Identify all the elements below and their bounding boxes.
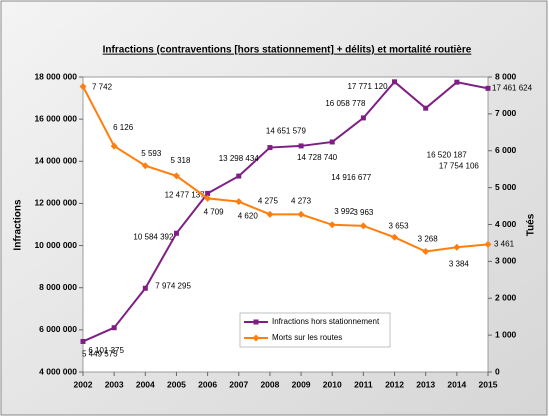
y2-tick-label: 7 000 (495, 108, 517, 118)
y2-tick-label: 2 000 (495, 293, 517, 303)
x-tick-label: 2003 (105, 379, 124, 389)
x-tick-label: 2004 (136, 379, 155, 389)
series-line (82, 86, 489, 253)
y2-tick-label: 8 000 (495, 71, 517, 81)
y-tick-label: 16 000 000 (34, 113, 77, 123)
y-tick-label: 4 000 000 (39, 366, 77, 376)
x-tick-label: 2010 (323, 379, 342, 389)
data-label: 3 653 (389, 221, 410, 230)
marker (204, 194, 212, 202)
x-tick-label: 2015 (479, 379, 498, 389)
y-tick-label: 14 000 000 (34, 156, 77, 166)
data-label: 4 620 (238, 212, 259, 221)
data-label: 7 974 295 (155, 281, 191, 290)
y-axis-label: Infractions (13, 199, 24, 251)
y-tick-label: 12 000 000 (34, 198, 77, 208)
marker (253, 319, 259, 325)
marker (235, 198, 243, 206)
marker (359, 222, 367, 230)
marker (205, 190, 211, 196)
data-label: 3 461 (494, 239, 515, 248)
legend-box (239, 312, 391, 348)
marker (485, 85, 491, 91)
legend-label: Infractions hors stationnement (272, 317, 380, 326)
marker (79, 83, 87, 91)
data-label: 3 384 (449, 259, 470, 268)
y2-tick-label: 0 (495, 366, 500, 376)
y2-tick-label: 4 000 (495, 219, 517, 229)
x-tick-label: 2006 (198, 379, 217, 389)
marker (80, 338, 86, 344)
marker (111, 325, 117, 331)
data-label: 6 126 (113, 123, 134, 132)
series-line (82, 80, 489, 343)
marker (360, 115, 366, 121)
x-tick-label: 2012 (385, 379, 404, 389)
x-tick-label: 2005 (167, 379, 186, 389)
marker (391, 233, 399, 241)
data-label: 3 992 (334, 207, 355, 216)
legend-label: Morts sur les routes (272, 333, 342, 342)
chart-title: Infractions (contraventions [hors statio… (103, 45, 472, 56)
data-label: 3 963 (353, 208, 374, 217)
marker (329, 139, 335, 145)
data-label: 5 593 (141, 149, 162, 158)
marker (141, 162, 149, 170)
data-label: 14 651 579 (266, 127, 307, 136)
marker (266, 210, 274, 218)
data-label: 16 058 778 (325, 99, 366, 108)
marker (173, 230, 179, 236)
x-tick-label: 2013 (416, 379, 435, 389)
data-label: 12 477 137 (165, 190, 206, 199)
data-label: 16 520 187 (427, 150, 468, 159)
y2-tick-label: 6 000 (495, 145, 517, 155)
marker (484, 240, 492, 248)
data-label: 13 298 434 (219, 154, 260, 163)
x-tick-label: 2009 (292, 379, 311, 389)
data-label: 7 742 (92, 83, 113, 92)
marker (172, 172, 180, 180)
y-tick-label: 6 000 000 (39, 324, 77, 334)
data-label: 5 318 (170, 156, 191, 165)
data-label: 17 754 106 (439, 161, 480, 170)
x-tick-label: 2007 (229, 379, 248, 389)
y-tick-label: 10 000 000 (34, 240, 77, 250)
marker (297, 210, 305, 218)
data-label: 5 449 575 (82, 350, 118, 359)
marker (454, 79, 460, 85)
x-tick-label: 2008 (260, 379, 279, 389)
marker (142, 285, 148, 291)
marker (453, 243, 461, 251)
data-label: 4 709 (204, 207, 225, 216)
data-label: 14 916 677 (331, 173, 372, 182)
x-tick-label: 2002 (74, 379, 93, 389)
y2-axis-label: Tués (526, 213, 537, 236)
data-label: 10 584 392 (133, 232, 174, 241)
x-tick-label: 2011 (354, 379, 373, 389)
data-label: 17 771 120 (347, 82, 388, 91)
marker (423, 105, 429, 111)
y-tick-label: 18 000 000 (34, 71, 77, 81)
data-label: 6 101 375 (88, 346, 124, 355)
marker (110, 142, 118, 150)
marker (392, 79, 398, 85)
marker (422, 247, 430, 255)
data-label: 17 461 624 (492, 83, 533, 92)
data-label: 4 275 (258, 196, 279, 205)
data-label: 3 268 (418, 235, 439, 244)
y2-tick-label: 3 000 (495, 256, 517, 266)
data-label: 4 273 (291, 197, 312, 206)
y2-tick-label: 1 000 (495, 329, 517, 339)
marker (236, 173, 242, 179)
y-tick-label: 8 000 000 (39, 282, 77, 292)
data-label: 14 728 740 (297, 153, 338, 162)
marker (267, 145, 273, 151)
y2-tick-label: 5 000 (495, 182, 517, 192)
marker (252, 334, 260, 342)
marker (328, 221, 336, 229)
marker (298, 143, 304, 149)
x-tick-label: 2014 (447, 379, 466, 389)
